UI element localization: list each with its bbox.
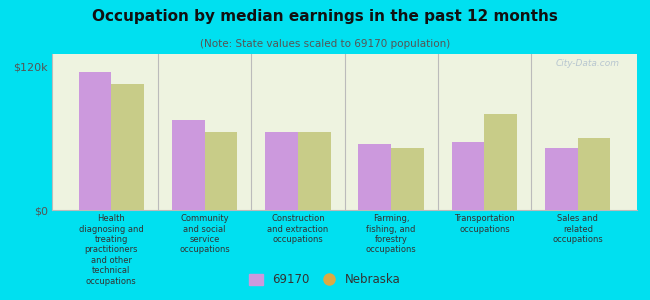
Bar [452,142,484,210]
Text: (Note: State values scaled to 69170 population): (Note: State values scaled to 69170 popu… [200,39,450,49]
Bar [545,148,578,210]
Bar [578,138,610,210]
Bar [298,132,330,210]
Bar [484,114,517,210]
Bar [359,144,391,210]
Bar [79,72,111,210]
Bar [205,132,237,210]
Legend: 69170, Nebraska: 69170, Nebraska [244,269,406,291]
Text: City-Data.com: City-Data.com [556,59,619,68]
Bar [172,120,205,210]
Bar [265,132,298,210]
Bar [111,84,144,210]
Text: Occupation by median earnings in the past 12 months: Occupation by median earnings in the pas… [92,9,558,24]
Bar [391,148,424,210]
